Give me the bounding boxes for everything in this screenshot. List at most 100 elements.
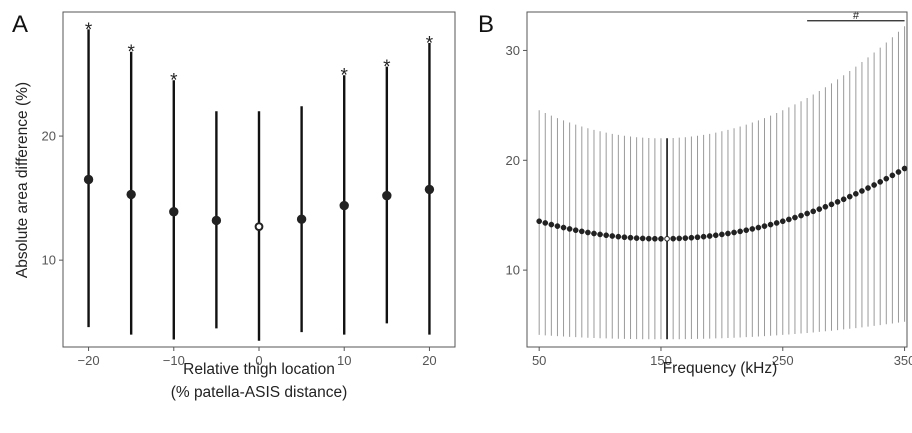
panel-a-significance-marker: * [85,20,93,41]
panel-b-point [676,235,683,242]
panel-a-significance-marker: * [383,57,391,78]
panel-a-point [211,215,222,226]
panel-b-point [810,208,817,215]
panel-b-point [688,234,695,241]
panel-b-point [889,172,896,179]
panel-b-point [743,227,750,234]
panel-b-errorbars [538,26,906,340]
panel-b-point [627,234,634,241]
panel-b-point [554,223,561,229]
panel-a-x-title-line2: (% patella-ASIS distance) [171,384,348,401]
panel-b-point [798,212,804,219]
panel-b-point [749,226,756,232]
panel-a-x-tick-label: −10 [163,353,185,368]
panel-a-point [296,214,307,224]
panel-a-point [126,189,136,200]
panel-b-point [895,169,902,175]
panel-b-point [645,235,652,242]
panel-b-point [603,232,610,239]
panel-letter-b: B [478,11,494,38]
panel-a-y-title: Absolute area difference (%) [14,82,31,278]
panel-a-point [169,207,179,217]
panel-b-x-title: Frequency (kHz) [663,360,778,377]
panel-b-point [670,235,677,242]
panel-b: B # 50 150 250 350 10 20 30 Frequency (kHz) [478,10,912,377]
panel-b-point [682,235,689,241]
panel-b-point [615,233,622,240]
panel-b-point [572,227,579,234]
panel-a-x-tick-label: 20 [422,353,436,368]
panel-b-point [816,206,823,212]
panel-b-point [822,203,829,210]
panel-b-point [712,232,719,239]
panel-b-point [865,185,871,191]
panel-a-significance-marker: * [127,42,135,63]
panel-b-point [767,221,774,228]
panel-b-point [542,220,549,226]
panel-b-significance-label: # [853,10,860,22]
panel-a-point [424,184,435,195]
panel-b-point [719,231,725,238]
panel-a-significance-marker: * [341,66,349,87]
panel-b-significance: # [807,10,905,22]
panel-b-point [633,235,640,241]
panel-b-point [792,214,798,221]
panel-b-y-tick-label: 30 [506,43,520,58]
panel-b-points [536,165,908,242]
panel-b-point [871,182,877,188]
panel-a-x-title-line1: Relative thigh location [183,361,335,378]
panel-a-significance-marker: * [170,71,178,92]
panel-b-point [731,229,737,236]
panel-b-point [639,235,646,242]
panel-b-point [737,228,743,235]
panel-b-point [585,229,591,236]
panel-b-x-tick-label: 250 [772,353,794,368]
panel-b-point [548,221,555,228]
panel-b-x-tick-label: 350 [894,353,912,368]
panel-a-y-tick-label: 20 [42,129,56,144]
panel-b-point [786,216,792,223]
panel-a-point [83,174,94,185]
panel-a-point [382,190,392,201]
panel-b-point [706,233,713,239]
panel-b-point [609,233,616,239]
panel-b-point [834,199,841,205]
panel-b-x-tick-label: 150 [650,353,672,368]
panel-a-y-axis: 10 20 [42,129,63,268]
panel-a-point [339,200,349,211]
panel-a-reference-point [254,222,264,232]
panel-b-x-tick-label: 50 [532,353,546,368]
panel-b-y-axis: 10 20 30 [506,43,527,278]
panel-b-point [591,230,597,237]
panel-a-x-tick-label: 0 [255,353,262,368]
panel-b-point [621,234,628,241]
panel-a-x-tick-label: −20 [78,353,100,368]
panel-b-point [700,233,707,240]
panel-b-point [652,235,658,242]
panel-a-x-axis: −20 −10 0 10 20 [78,347,437,368]
panel-b-point [877,179,884,185]
panel-a-significance: * * * * * * [85,20,434,92]
panel-b-point [859,188,865,194]
panel-a-significance-marker: * [426,33,434,54]
panel-b-point [852,190,859,197]
panel-b-point [883,175,890,182]
panel-b-frame [526,11,908,348]
panel-b-point [560,224,567,231]
panel-a-y-tick-label: 10 [42,253,56,268]
panel-b-point [725,230,731,237]
panel-b-x-axis: 50 150 250 350 [532,347,912,368]
panel-b-point [828,201,835,208]
panel-b-point [773,220,780,226]
panel-b-point [536,218,543,225]
panel-b-point [658,235,664,242]
panel-b-y-tick-label: 10 [506,263,520,278]
panel-b-point [597,231,603,238]
panel-b-point [755,224,762,231]
panel-b-point [694,234,701,241]
panel-a-points [83,174,435,232]
panel-b-point [846,193,853,200]
panel-a-errorbars [87,29,431,341]
panel-b-point [761,223,768,229]
